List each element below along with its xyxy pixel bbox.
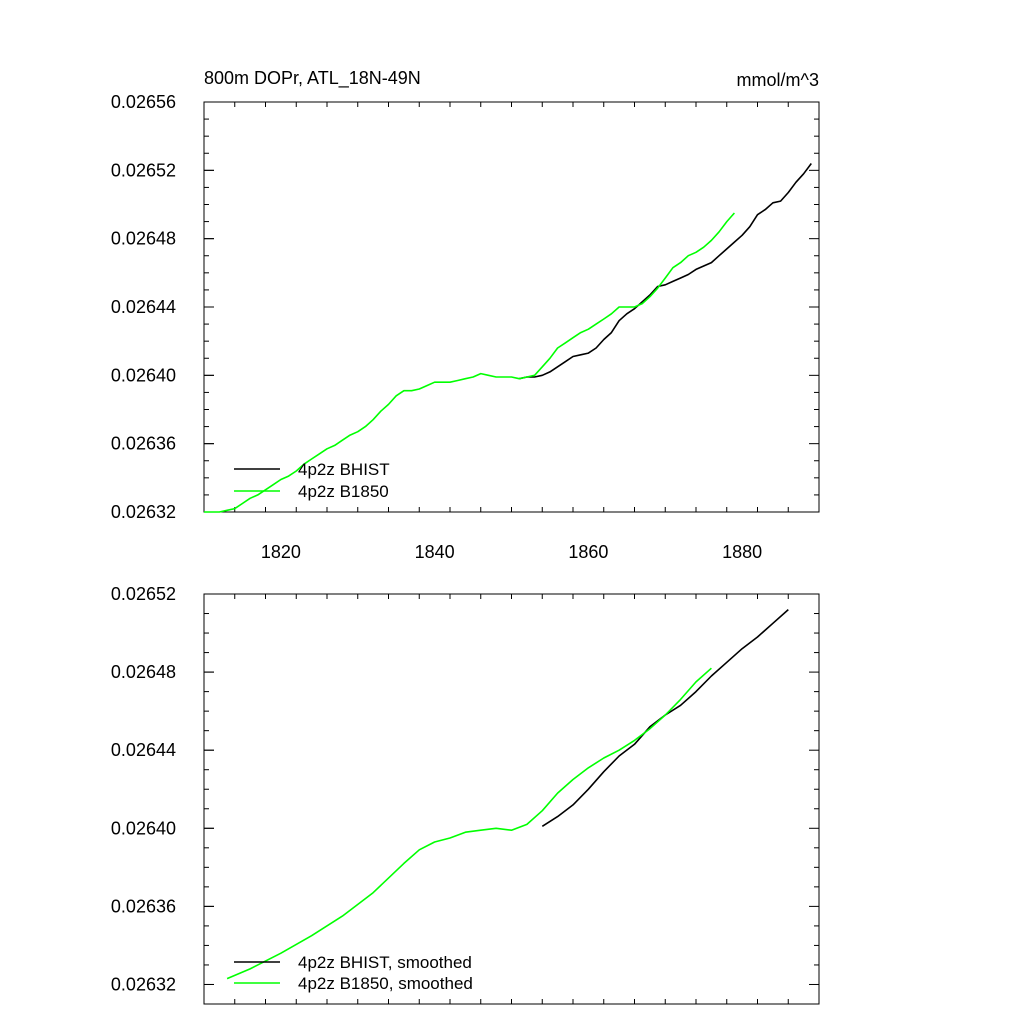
top-y-tick-label: 0.02632 <box>111 502 176 522</box>
top-x-tick-label: 1860 <box>568 542 608 562</box>
top-x-tick-label: 1840 <box>415 542 455 562</box>
top-y-tick-label: 0.02656 <box>111 92 176 112</box>
top-legend-label-b1850: 4p2z B1850 <box>298 482 389 501</box>
bottom-series <box>226 609 789 980</box>
bottom-plot-frame <box>203 593 820 1005</box>
bottom-y-tick-label: 0.02644 <box>111 740 176 760</box>
top-legend-label-bhist: 4p2z BHIST <box>298 460 390 479</box>
top-series <box>204 163 812 513</box>
bottom-series-4p2z-b1850-smoothed <box>226 667 712 980</box>
bottom-x-ticks <box>203 594 820 1004</box>
bottom-y-ticks: 0.02632 0.02636 0.02640 0.02644 0.02648 0.026… <box>111 584 819 1005</box>
bottom-y-tick-label: 0.02640 <box>111 818 176 838</box>
top-series-4p2z-b1850 <box>204 212 735 513</box>
bottom-y-tick-label: 0.02652 <box>111 584 176 604</box>
top-y-tick-label: 0.02644 <box>111 297 176 317</box>
top-legend: 4p2z BHIST 4p2z B1850 <box>234 460 390 501</box>
bottom-y-tick-label: 0.02648 <box>111 662 176 682</box>
top-x-ticks: 1820 1840 1860 1880 <box>203 102 820 562</box>
top-plot-frame <box>203 101 820 513</box>
bottom-series-4p2z-bhist-smoothed <box>541 609 789 827</box>
bottom-legend-label-bhist: 4p2z BHIST, smoothed <box>298 953 472 972</box>
top-y-tick-label: 0.02648 <box>111 229 176 249</box>
top-x-tick-label: 1880 <box>722 542 762 562</box>
top-y-tick-label: 0.02636 <box>111 434 176 454</box>
top-y-tick-label: 0.02640 <box>111 365 176 385</box>
top-y-tick-label: 0.02652 <box>111 160 176 180</box>
top-series-4p2z-bhist <box>519 163 812 380</box>
bottom-y-tick-label: 0.02632 <box>111 974 176 994</box>
top-chart-units: mmol/m^3 <box>737 70 819 90</box>
bottom-legend: 4p2z BHIST, smoothed 4p2z B1850, smoothe… <box>234 953 473 993</box>
top-y-ticks: 0.02632 0.02636 0.02640 0.02644 0.02648 0.026… <box>111 92 819 522</box>
bottom-legend-label-b1850: 4p2z B1850, smoothed <box>298 974 473 993</box>
bottom-panel: 0.02632 0.02636 0.02640 0.02644 0.02648 0.026… <box>111 584 820 1005</box>
bottom-y-tick-label: 0.02636 <box>111 896 176 916</box>
top-panel: 800m DOPr, ATL_18N-49N mmol/m^3 0.026320… <box>111 68 820 562</box>
top-chart-title: 800m DOPr, ATL_18N-49N <box>204 68 421 89</box>
top-x-tick-label: 1820 <box>261 542 301 562</box>
